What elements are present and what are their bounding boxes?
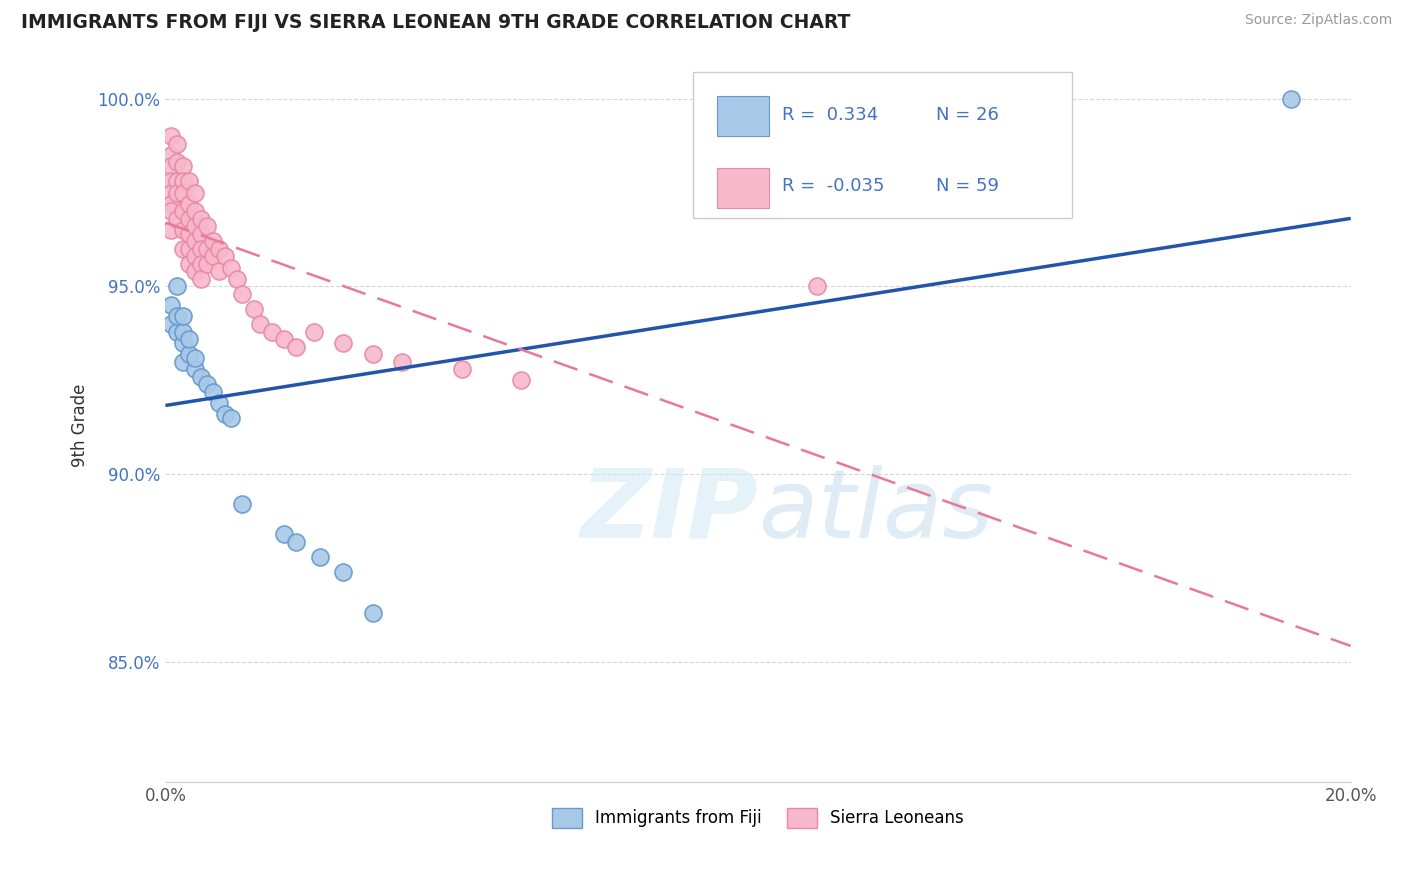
Point: [172, 174, 194, 188]
Point: [190, 369, 212, 384]
Point: [172, 354, 194, 368]
Text: ZIP: ZIP: [581, 465, 758, 558]
Point: [166, 155, 188, 169]
Legend: Immigrants from Fiji, Sierra Leoneans: Immigrants from Fiji, Sierra Leoneans: [546, 801, 970, 835]
Point: [806, 279, 828, 293]
Point: [201, 235, 224, 249]
Point: [166, 136, 188, 151]
Point: [361, 347, 384, 361]
Point: [262, 325, 284, 339]
Point: [166, 186, 188, 200]
Point: [172, 186, 194, 200]
Point: [179, 227, 201, 241]
Point: [166, 325, 188, 339]
Point: [302, 325, 325, 339]
Text: atlas: atlas: [758, 465, 993, 558]
Point: [391, 354, 413, 368]
Point: [160, 148, 183, 162]
Point: [184, 219, 207, 234]
Text: N = 26: N = 26: [936, 106, 998, 124]
Text: R =  -0.035: R = -0.035: [782, 178, 884, 195]
Text: IMMIGRANTS FROM FIJI VS SIERRA LEONEAN 9TH GRADE CORRELATION CHART: IMMIGRANTS FROM FIJI VS SIERRA LEONEAN 9…: [21, 13, 851, 32]
Point: [166, 279, 188, 293]
Point: [201, 384, 224, 399]
Point: [172, 310, 194, 324]
Point: [190, 272, 212, 286]
Point: [190, 242, 212, 256]
Point: [208, 242, 231, 256]
Point: [160, 174, 183, 188]
Point: [249, 317, 271, 331]
Point: [160, 159, 183, 173]
Point: [172, 242, 194, 256]
Point: [332, 335, 354, 350]
Point: [214, 407, 236, 421]
Point: [284, 339, 307, 353]
Point: [219, 411, 242, 425]
Point: [190, 227, 212, 241]
Point: [231, 287, 253, 301]
Text: R =  0.334: R = 0.334: [782, 106, 877, 124]
Point: [450, 362, 472, 376]
Point: [219, 260, 242, 275]
Point: [184, 351, 207, 365]
Point: [208, 264, 231, 278]
Point: [225, 272, 247, 286]
Point: [166, 211, 188, 226]
Point: [160, 223, 183, 237]
Y-axis label: 9th Grade: 9th Grade: [72, 384, 89, 467]
Point: [184, 264, 207, 278]
Point: [179, 196, 201, 211]
Point: [172, 335, 194, 350]
Point: [166, 310, 188, 324]
Point: [166, 174, 188, 188]
Point: [172, 204, 194, 219]
Point: [184, 249, 207, 263]
Point: [179, 257, 201, 271]
Point: [160, 186, 183, 200]
Point: [273, 332, 295, 346]
Point: [179, 332, 201, 346]
Point: [172, 325, 194, 339]
Text: Source: ZipAtlas.com: Source: ZipAtlas.com: [1244, 13, 1392, 28]
Point: [361, 607, 384, 621]
Point: [208, 396, 231, 410]
Point: [160, 204, 183, 219]
Text: N = 59: N = 59: [936, 178, 998, 195]
Point: [160, 196, 183, 211]
Point: [184, 204, 207, 219]
Point: [190, 211, 212, 226]
FancyBboxPatch shape: [717, 168, 769, 208]
Point: [179, 211, 201, 226]
Point: [172, 223, 194, 237]
Point: [214, 249, 236, 263]
Point: [172, 159, 194, 173]
Point: [284, 535, 307, 549]
Point: [184, 362, 207, 376]
Point: [160, 317, 183, 331]
Point: [184, 186, 207, 200]
Point: [160, 129, 183, 144]
FancyBboxPatch shape: [693, 72, 1073, 219]
FancyBboxPatch shape: [717, 96, 769, 136]
Point: [190, 257, 212, 271]
Point: [195, 219, 218, 234]
Point: [160, 298, 183, 312]
Point: [179, 174, 201, 188]
Point: [308, 549, 330, 564]
Point: [195, 242, 218, 256]
Point: [201, 249, 224, 263]
Point: [184, 235, 207, 249]
Point: [332, 565, 354, 579]
Point: [179, 242, 201, 256]
Point: [195, 257, 218, 271]
Point: [231, 497, 253, 511]
Point: [243, 301, 266, 316]
Point: [510, 373, 533, 387]
Point: [1281, 92, 1303, 106]
Point: [179, 347, 201, 361]
Point: [195, 377, 218, 392]
Point: [273, 527, 295, 541]
